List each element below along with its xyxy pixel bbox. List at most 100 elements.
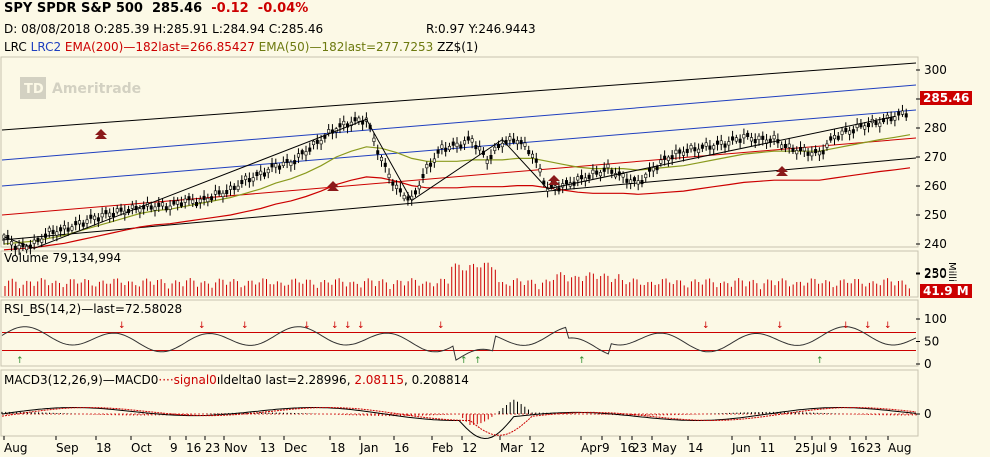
- price-candle: [406, 196, 410, 201]
- price-candle: [783, 143, 787, 149]
- price-candle: [666, 156, 670, 161]
- price-y-tick-label: 280: [924, 121, 947, 135]
- price-candle: [447, 145, 451, 151]
- rsi-overbought-marker: ↓: [303, 321, 311, 331]
- r-label: R:: [426, 22, 439, 36]
- price-candle: [312, 140, 316, 146]
- price-candle: [557, 187, 561, 192]
- study-lrc2[interactable]: LRC2: [30, 40, 62, 54]
- price-candle: [829, 136, 833, 141]
- price-y-tick-label: 250: [924, 208, 947, 222]
- price-candle: [21, 243, 25, 248]
- price-candle: [153, 206, 157, 211]
- studies-legend: LRC LRC2 EMA(200)—182last=266.85427 EMA(…: [4, 40, 479, 54]
- price-candle: [587, 174, 591, 179]
- x-axis-label: 11: [760, 441, 775, 455]
- x-axis-label: 16: [394, 441, 409, 455]
- close-label: C:: [268, 22, 282, 36]
- price-candle: [708, 145, 712, 150]
- study-ema50[interactable]: EMA(50): [258, 40, 310, 54]
- price-candle: [731, 136, 735, 141]
- net-change: -0.12: [211, 1, 249, 16]
- price-candle: [236, 185, 240, 190]
- price-candle: [659, 159, 663, 164]
- price-candle: [93, 215, 97, 220]
- volume-last-badge: 41.9 M: [920, 284, 972, 298]
- price-candle: [470, 138, 474, 143]
- signal-last: 2.08115: [354, 373, 404, 387]
- macd-y-tick-label: 0: [924, 407, 932, 421]
- price-candle: [734, 137, 738, 142]
- price-candle: [70, 226, 74, 231]
- price-candle: [893, 116, 897, 121]
- price-candle: [111, 212, 115, 218]
- date-label: D:: [4, 22, 18, 36]
- price-candle: [580, 175, 584, 180]
- price-candle: [17, 245, 21, 250]
- lrc-channel-line: [1, 109, 917, 187]
- price-candle: [274, 163, 278, 168]
- y-label: Y:: [468, 22, 479, 36]
- price-candle: [851, 129, 855, 134]
- price-candle: [32, 239, 36, 244]
- x-axis-label: Dec: [284, 441, 307, 455]
- price-candle: [459, 144, 463, 149]
- price-candle: [493, 146, 497, 151]
- price-candle: [195, 202, 199, 207]
- security-name: SPDR S&P 500: [36, 1, 143, 16]
- price-candle: [704, 142, 708, 147]
- x-axis-label: 12: [530, 441, 545, 455]
- price-candle: [436, 149, 440, 154]
- study-zigzag[interactable]: ZZ$(1): [437, 40, 479, 54]
- pattern-arrow-icon: [548, 175, 560, 185]
- x-axis-label: 16: [186, 441, 201, 455]
- price-candle: [6, 235, 10, 240]
- price-candle: [904, 113, 908, 118]
- price-candle: [485, 159, 489, 164]
- study-lrc[interactable]: LRC: [4, 40, 27, 54]
- price-candle: [598, 172, 602, 177]
- price-candle: [727, 141, 731, 146]
- price-candle: [802, 147, 806, 152]
- price-candle: [59, 227, 63, 232]
- price-candle: [821, 150, 825, 155]
- price-candle: [500, 143, 504, 148]
- price-candle: [179, 202, 183, 207]
- price-candle: [346, 123, 350, 128]
- x-axis-label: 14: [688, 441, 703, 455]
- price-candle: [96, 217, 100, 222]
- price-candle: [168, 205, 172, 210]
- rsi-overbought-marker: ↓: [884, 321, 892, 331]
- price-candle: [391, 181, 395, 186]
- price-candle: [198, 198, 202, 203]
- price-candle: [421, 174, 425, 179]
- price-candle: [191, 199, 195, 204]
- price-candle: [564, 180, 568, 185]
- price-candle: [534, 158, 538, 163]
- x-axis-label: Apr: [581, 441, 602, 455]
- price-candle: [455, 142, 459, 147]
- price-candle: [474, 144, 478, 150]
- price-candle: [81, 222, 85, 227]
- price-candle: [863, 125, 867, 130]
- r-value: 0.97: [438, 22, 465, 36]
- price-candle: [66, 227, 70, 232]
- rsi-overbought-marker: ↓: [864, 321, 872, 331]
- x-axis-label: 18: [96, 441, 111, 455]
- rsi-name: RSI_BS(14,2): [4, 302, 82, 316]
- price-panel: [1, 62, 917, 256]
- price-candle: [497, 143, 501, 148]
- td-logo-text: TD: [24, 82, 44, 97]
- rsi-oversold-marker: ↑: [474, 356, 482, 366]
- price-candle: [395, 184, 399, 189]
- price-candle: [832, 135, 836, 140]
- study-ema200[interactable]: EMA(200): [64, 40, 124, 54]
- price-candle: [878, 122, 882, 127]
- macd-signal-line: [1, 407, 917, 436]
- price-candle: [674, 149, 678, 154]
- volume-y-tick-label: 250: [924, 267, 947, 281]
- price-candle: [697, 148, 701, 153]
- price-candle: [281, 161, 285, 166]
- price-candle: [183, 198, 187, 203]
